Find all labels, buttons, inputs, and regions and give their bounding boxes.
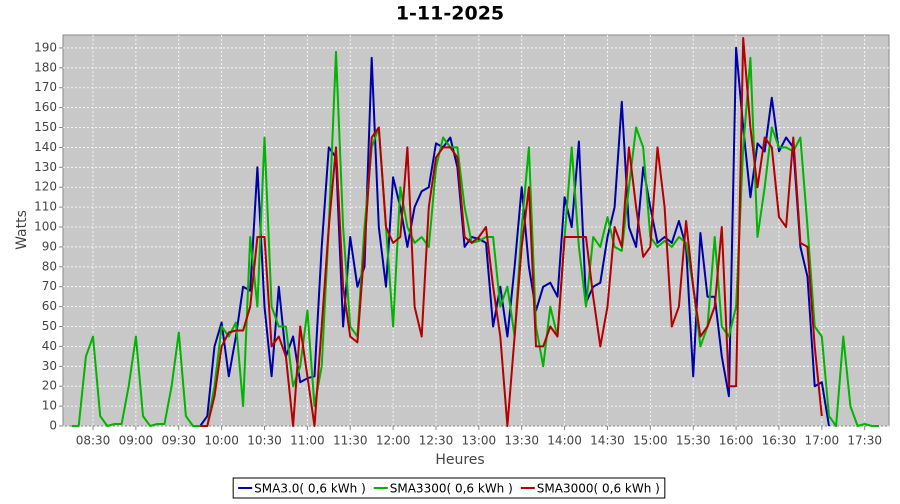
x-tick-label: 14:00 [547, 434, 582, 448]
y-tick-label: 100 [34, 220, 57, 234]
legend-label: SMA3.0( 0,6 kWh ) [254, 482, 366, 496]
plot-area [62, 34, 890, 427]
y-tick-label: 180 [34, 60, 57, 74]
x-tick-label: 10:30 [247, 434, 282, 448]
y-tick-label: 120 [34, 180, 57, 194]
y-tick-label: 140 [34, 140, 57, 154]
y-tick-label: 190 [34, 40, 57, 54]
x-tick-label: 08:30 [76, 434, 111, 448]
y-tick-label: 50 [42, 319, 57, 333]
series-line [199, 46, 830, 427]
y-tick-label: 30 [42, 359, 57, 373]
x-tick-label: 09:00 [119, 434, 154, 448]
y-tick-label: 40 [42, 339, 57, 353]
x-tick-label: 17:30 [847, 434, 882, 448]
y-axis-label: Watts [14, 210, 30, 250]
x-tick-label: 13:00 [462, 434, 497, 448]
x-tick-label: 15:30 [676, 434, 711, 448]
x-tick-label: 16:30 [762, 434, 797, 448]
y-tick-label: 60 [42, 299, 57, 313]
legend: SMA3.0( 0,6 kWh ) SMA3300( 0,6 kWh ) SMA30… [232, 477, 666, 499]
x-tick-label: 12:30 [419, 434, 454, 448]
x-tick-label: 17:00 [805, 434, 840, 448]
x-tick-label: 15:00 [633, 434, 668, 448]
y-tick-label: 20 [42, 379, 57, 393]
legend-box [232, 477, 666, 499]
y-tick-label: 70 [42, 279, 57, 293]
y-tick-label: 130 [34, 160, 57, 174]
x-tick-label: 14:30 [590, 434, 625, 448]
series-line [200, 37, 823, 427]
x-tick-label: 11:00 [290, 434, 325, 448]
y-tick-label: 160 [34, 100, 57, 114]
x-tick-label: 12:00 [376, 434, 411, 448]
y-tick-label: 110 [34, 200, 57, 214]
y-tick-label: 150 [34, 120, 57, 134]
y-tick-label: 170 [34, 80, 57, 94]
y-tick-label: 90 [42, 239, 57, 253]
chart-title: 1-11-2025 [396, 3, 504, 25]
y-tick-label: 0 [49, 419, 57, 433]
legend-label: SMA3300( 0,6 kWh ) [390, 482, 513, 496]
x-tick-label: 11:30 [333, 434, 368, 448]
x-tick-label: 09:30 [161, 434, 196, 448]
legend-label: SMA3000( 0,6 kWh ) [537, 482, 660, 496]
x-tick-label: 10:00 [204, 434, 239, 448]
x-tick-label: 16:00 [719, 434, 754, 448]
x-tick-label: 13:30 [504, 434, 539, 448]
y-tick-label: 80 [42, 259, 57, 273]
y-tick-label: 10 [42, 399, 57, 413]
x-axis-label: Heures [435, 452, 484, 468]
